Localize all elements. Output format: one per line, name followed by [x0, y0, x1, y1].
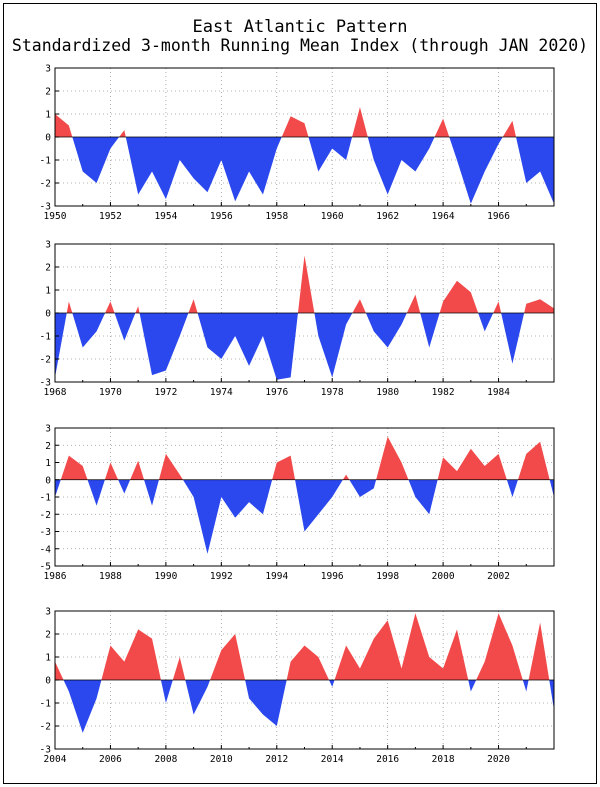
y-tick-label: 3	[45, 64, 51, 75]
x-tick-label: 1996	[321, 571, 344, 582]
x-tick-label: 1992	[210, 571, 233, 582]
y-tick-label: -3	[40, 527, 51, 538]
y-tick-label: 2	[45, 263, 51, 274]
y-tick-label: 0	[45, 309, 51, 320]
x-tick-label: 1998	[376, 571, 399, 582]
x-tick-label: 1982	[432, 387, 455, 398]
series-positive-area	[55, 255, 554, 313]
x-tick-label: 2014	[321, 754, 344, 765]
x-tick-label: 1984	[487, 387, 510, 398]
x-tick-label: 1974	[210, 387, 233, 398]
x-tick-label: 1950	[44, 211, 67, 222]
x-tick-label: 1988	[99, 571, 122, 582]
y-tick-label: -1	[40, 493, 52, 504]
y-tick-label: -1	[40, 156, 52, 167]
y-tick-label: -1	[40, 699, 52, 710]
y-tick-label: -4	[40, 544, 52, 555]
y-tick-label: 2	[45, 441, 51, 452]
y-tick-label: -5	[40, 562, 51, 573]
figure-frame	[3, 3, 597, 784]
y-tick-label: 1	[45, 286, 51, 297]
x-tick-label: 2012	[265, 754, 288, 765]
x-tick-label: 1954	[154, 211, 177, 222]
y-tick-label: -3	[40, 745, 51, 756]
x-tick-label: 2000	[432, 571, 455, 582]
x-tick-label: 1986	[44, 571, 67, 582]
x-tick-label: 2002	[487, 571, 510, 582]
y-tick-label: -2	[40, 510, 51, 521]
x-tick-label: 1958	[265, 211, 288, 222]
x-tick-label: 1970	[99, 387, 122, 398]
x-tick-label: 2018	[432, 754, 455, 765]
chart-subtitle: Standardized 3-month Running Mean Index …	[11, 36, 589, 55]
series-negative-area	[55, 137, 554, 204]
y-tick-label: 1	[45, 110, 51, 121]
y-tick-label: 1	[45, 653, 51, 664]
y-tick-label: -1	[40, 332, 52, 343]
x-tick-label: 1960	[321, 211, 344, 222]
y-tick-label: 3	[45, 607, 51, 618]
y-tick-label: -2	[40, 722, 51, 733]
x-tick-label: 2010	[210, 754, 233, 765]
y-tick-label: 0	[45, 676, 51, 687]
series-negative-area	[55, 479, 554, 554]
y-tick-label: 0	[45, 133, 51, 144]
y-tick-label: 3	[45, 240, 51, 251]
x-tick-label: 2006	[99, 754, 122, 765]
x-tick-label: 1952	[99, 211, 122, 222]
x-tick-label: 1962	[376, 211, 399, 222]
y-tick-label: 2	[45, 630, 51, 641]
y-tick-label: 1	[45, 458, 51, 469]
y-tick-label: -2	[40, 355, 51, 366]
x-tick-label: 2008	[154, 754, 177, 765]
x-tick-label: 1968	[44, 387, 67, 398]
y-tick-label: 3	[45, 424, 51, 435]
x-tick-label: 1980	[376, 387, 399, 398]
chart-title: East Atlantic Pattern	[192, 17, 408, 37]
y-tick-label: 2	[45, 87, 51, 98]
series-positive-area	[55, 436, 554, 480]
y-tick-label: -3	[40, 378, 51, 389]
y-tick-label: -2	[40, 179, 51, 190]
x-tick-label: 2016	[376, 754, 399, 765]
y-tick-label: 0	[45, 475, 51, 486]
x-tick-label: 1976	[265, 387, 288, 398]
series-negative-area	[55, 313, 554, 380]
x-tick-label: 1972	[154, 387, 177, 398]
x-tick-label: 2004	[44, 754, 67, 765]
chart-titles: East Atlantic Pattern Standardized 3-mon…	[0, 18, 600, 56]
y-tick-label: -3	[40, 202, 51, 213]
x-tick-label: 1966	[487, 211, 510, 222]
x-tick-label: 1990	[154, 571, 177, 582]
x-tick-label: 1956	[210, 211, 233, 222]
x-tick-label: 1994	[265, 571, 288, 582]
x-tick-label: 1964	[432, 211, 455, 222]
x-tick-label: 1978	[321, 387, 344, 398]
x-tick-label: 2020	[487, 754, 510, 765]
series-positive-area	[55, 613, 554, 680]
series-positive-area	[55, 107, 554, 137]
